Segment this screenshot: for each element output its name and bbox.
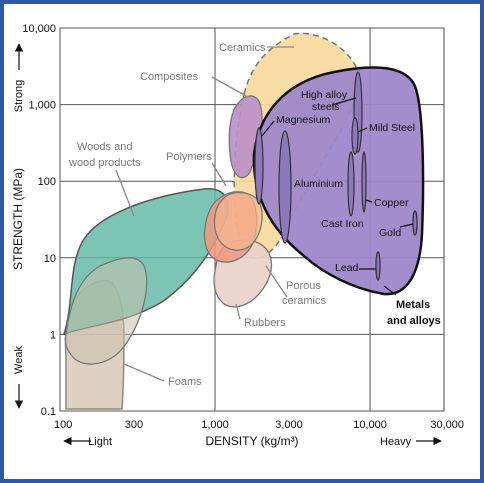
marker-aluminium bbox=[278, 130, 292, 244]
x-tick-label: 10,000 bbox=[353, 419, 387, 431]
region-porous-ceramics bbox=[213, 191, 263, 251]
x-tick-label: 30,000 bbox=[430, 419, 464, 431]
chart-frame: Ceramics Composites Woods and wood produ… bbox=[4, 4, 480, 479]
x-tick-labels: 100 300 1,000 3,000 10,000 30,000 bbox=[54, 419, 464, 431]
y-tick-labels: 0.1 1 10 100 1,000 10,000 bbox=[22, 23, 56, 418]
label-metals-line1: Metals bbox=[396, 299, 430, 311]
label-metals-line2: and alloys bbox=[387, 315, 441, 327]
label-mild-steel: Mild Steel bbox=[369, 122, 415, 134]
metal-leader-lines bbox=[261, 97, 414, 296]
marker-gold bbox=[412, 210, 418, 236]
leader-lines bbox=[115, 46, 294, 382]
label-cast-iron: Cast Iron bbox=[321, 218, 364, 230]
label-porous-line1: Porous bbox=[286, 280, 321, 292]
marker-lead bbox=[375, 251, 381, 281]
x-tick-label: 3,000 bbox=[275, 419, 303, 431]
y-tick-label: 0.1 bbox=[41, 406, 56, 418]
label-high-alloy-line2: steels bbox=[312, 101, 339, 113]
region-metals bbox=[252, 66, 425, 296]
label-ceramics: Ceramics bbox=[219, 42, 266, 54]
label-rubbers: Rubbers bbox=[244, 317, 286, 329]
region-foams-top bbox=[64, 257, 148, 365]
label-high-alloy-line1: High alloy bbox=[301, 89, 348, 101]
y-tick-label: 10 bbox=[44, 253, 56, 265]
marker-copper bbox=[361, 151, 367, 213]
label-woods-line1: Woods and bbox=[77, 141, 132, 153]
label-magnesium: Magnesium bbox=[276, 114, 331, 126]
marker-magnesium bbox=[254, 127, 264, 205]
x-hint-light: Light bbox=[88, 436, 112, 448]
chart-canvas: Ceramics Composites Woods and wood produ… bbox=[11, 23, 464, 448]
marker-mild-steel bbox=[351, 117, 359, 155]
x-tick-label: 1,000 bbox=[201, 419, 229, 431]
y-axis-title: STRENGTH (MPa) bbox=[11, 168, 25, 270]
label-foams: Foams bbox=[168, 376, 202, 388]
y-tick-label: 10,000 bbox=[22, 23, 56, 35]
x-tick-label: 100 bbox=[54, 419, 72, 431]
y-hint-strong: Strong bbox=[13, 80, 25, 112]
label-porous-line2: ceramics bbox=[282, 295, 327, 307]
x-tick-label: 300 bbox=[125, 419, 143, 431]
label-composites: Composites bbox=[140, 71, 199, 83]
label-aluminium: Aluminium bbox=[294, 178, 343, 190]
label-polymers: Polymers bbox=[166, 151, 212, 163]
y-hint-weak: Weak bbox=[13, 346, 25, 374]
label-copper: Copper bbox=[374, 197, 409, 209]
y-tick-label: 1,000 bbox=[28, 100, 56, 112]
label-woods-line2: wood products bbox=[68, 157, 141, 169]
label-gold: Gold bbox=[379, 227, 401, 239]
x-axis-title: DENSITY (kg/m³) bbox=[205, 434, 298, 448]
y-tick-label: 100 bbox=[38, 176, 56, 188]
y-tick-label: 1 bbox=[50, 329, 56, 341]
label-lead: Lead bbox=[335, 262, 359, 274]
marker-cast-iron bbox=[347, 151, 355, 217]
x-hint-heavy: Heavy bbox=[380, 436, 412, 448]
